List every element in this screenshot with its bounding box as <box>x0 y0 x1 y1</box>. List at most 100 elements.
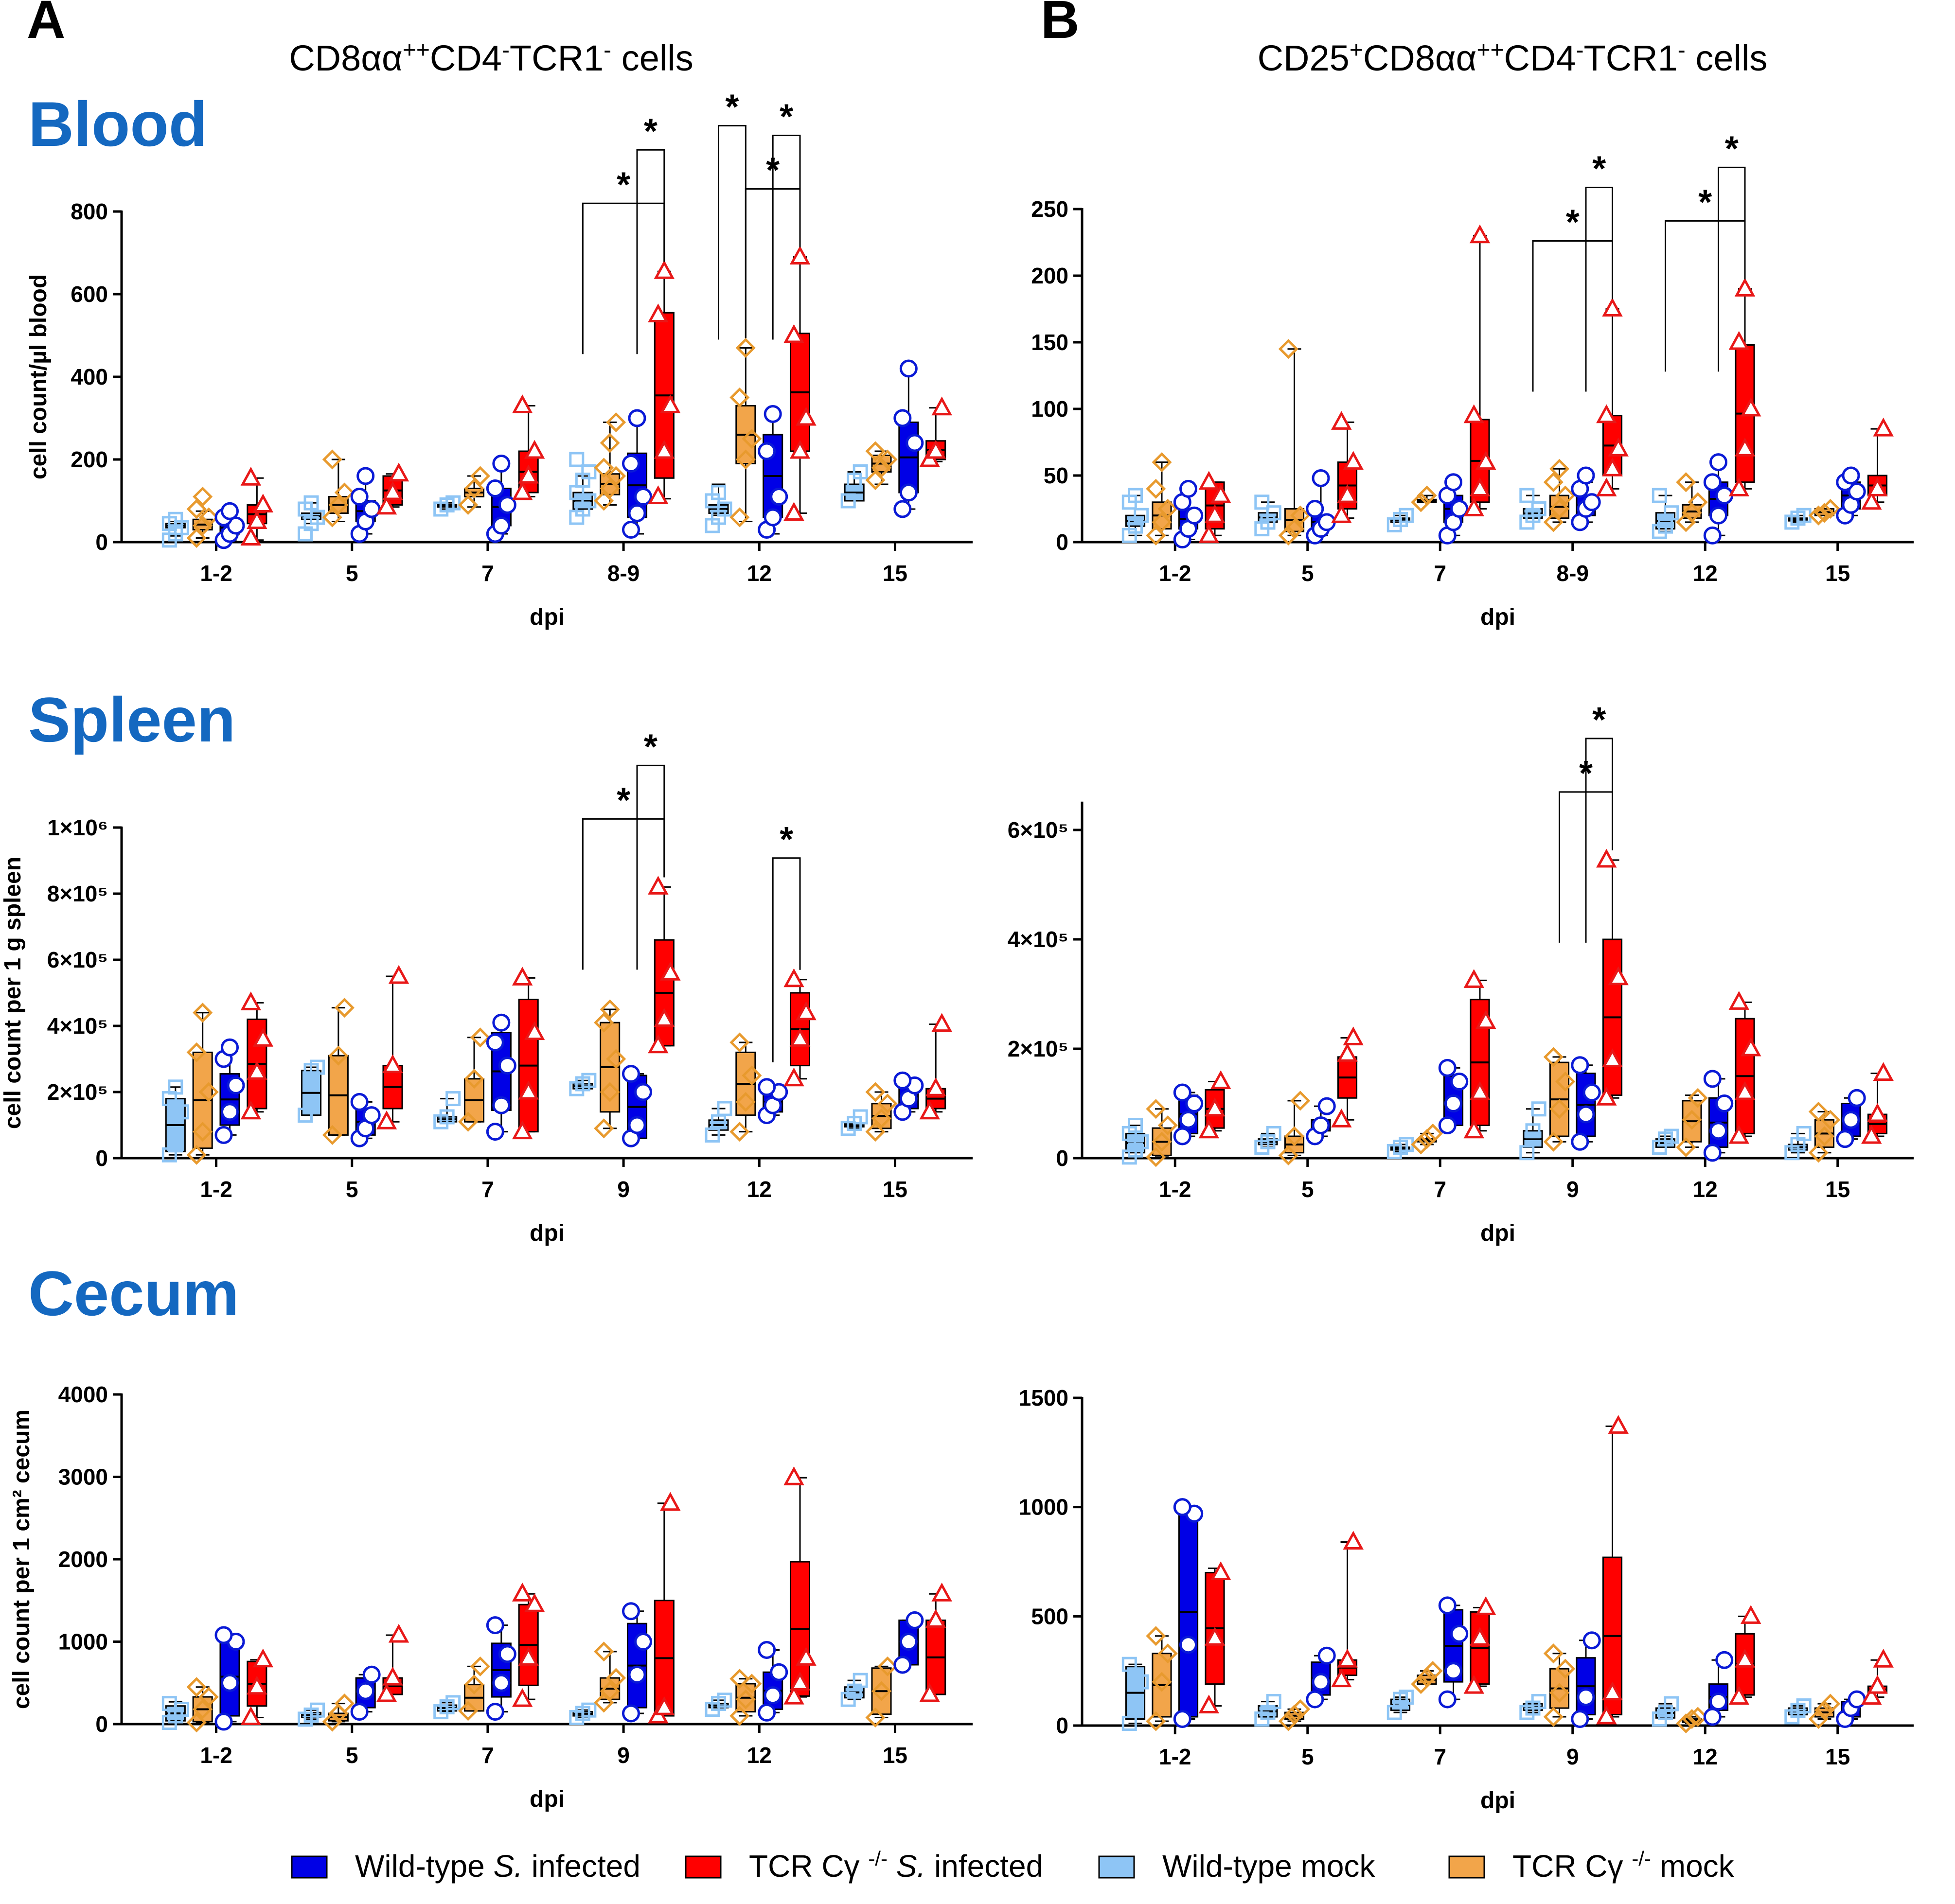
data-point <box>1519 1145 1535 1161</box>
data-point <box>654 1008 675 1027</box>
data-point <box>654 1696 675 1715</box>
data-point <box>871 1681 892 1701</box>
x-tick-label: 7 <box>1434 1177 1446 1202</box>
box-wt_mock <box>1519 488 1546 530</box>
box-ko_infected <box>1198 1561 1231 1714</box>
box-wt_infected <box>1703 453 1734 545</box>
data-point <box>1549 1683 1570 1703</box>
data-point <box>1740 1037 1761 1057</box>
data-point <box>758 1703 776 1722</box>
box-wt_infected <box>1438 473 1469 545</box>
data-point <box>735 337 756 358</box>
y-tick-label: 0 <box>1056 1713 1068 1738</box>
data-point <box>1278 525 1298 546</box>
data-point <box>931 396 952 416</box>
data-point <box>1596 848 1617 868</box>
data-point <box>758 1640 776 1659</box>
box-ko_mock <box>865 1656 898 1728</box>
significance-star: * <box>617 165 630 204</box>
box-wt_infected <box>1438 1058 1469 1134</box>
box-ko_infected <box>1198 1070 1231 1139</box>
data-point <box>1266 1126 1281 1141</box>
box-wt_infected <box>486 1616 516 1721</box>
box-ko_mock <box>1543 1643 1576 1727</box>
data-point <box>1602 1048 1623 1067</box>
box-ko_infected <box>1331 1026 1364 1128</box>
data-point <box>1873 1649 1894 1668</box>
significance-star: * <box>1592 701 1606 740</box>
box-wt_infected <box>214 1038 245 1144</box>
data-point <box>524 1593 545 1612</box>
box-wt_infected <box>214 1626 245 1731</box>
y-axis-label: cell count per 1 cm² cecum <box>9 1410 35 1709</box>
data-point <box>1608 438 1629 457</box>
box-wt_infected <box>350 467 381 543</box>
data-point <box>1531 1101 1546 1117</box>
data-point <box>1152 512 1172 532</box>
data-point <box>1543 1643 1564 1664</box>
x-tick-label: 5 <box>346 561 358 586</box>
data-point <box>1450 500 1469 518</box>
data-point <box>186 499 207 519</box>
y-tick-label: 2000 <box>58 1547 108 1572</box>
data-point <box>492 1013 511 1032</box>
x-axis-label: dpi <box>530 1786 565 1812</box>
data-point <box>634 1633 653 1651</box>
data-point <box>600 478 620 499</box>
data-point <box>1848 1089 1866 1107</box>
significance-bracket: * <box>772 98 801 340</box>
box-wt_mock <box>705 1101 732 1143</box>
data-point <box>853 464 868 479</box>
legend-label: Wild-type S. infected <box>355 1849 640 1884</box>
data-point <box>1337 1649 1358 1668</box>
data-point <box>240 527 262 546</box>
data-point <box>899 483 918 502</box>
data-point <box>362 1665 381 1684</box>
data-point <box>1577 1688 1595 1707</box>
data-point <box>1596 477 1617 496</box>
data-point <box>1290 1699 1311 1719</box>
data-point <box>492 455 511 473</box>
box-wt_infected <box>1571 1631 1601 1728</box>
box-ko_mock <box>594 412 626 511</box>
x-tick-label: 7 <box>1434 1744 1446 1769</box>
x-tick-label: 5 <box>346 1743 358 1768</box>
bracket-line <box>636 149 665 354</box>
box-wt_mock <box>1254 1694 1281 1727</box>
data-point <box>729 387 750 408</box>
data-point <box>310 1059 325 1075</box>
data-point <box>193 486 213 507</box>
data-point <box>1596 1705 1617 1725</box>
box-ko_infected <box>1463 224 1496 516</box>
data-point <box>1290 505 1311 526</box>
data-point <box>322 507 342 528</box>
x-tick-label: 12 <box>1693 1177 1718 1202</box>
data-point <box>512 394 533 413</box>
data-point <box>376 1683 397 1702</box>
data-point <box>594 491 614 511</box>
data-point <box>328 1045 349 1066</box>
y-tick-label: 4×10⁵ <box>1008 927 1068 952</box>
data-point <box>606 1049 626 1069</box>
box-wt_infected <box>1173 1083 1204 1146</box>
data-point <box>906 434 924 452</box>
data-point <box>1331 1668 1352 1688</box>
data-point <box>1848 482 1866 501</box>
data-point <box>1399 508 1414 523</box>
data-point <box>1531 1694 1546 1710</box>
box-wt_mock <box>1386 1690 1414 1720</box>
data-point <box>764 508 782 527</box>
data-point <box>186 1677 207 1697</box>
box-wt_infected <box>758 1078 788 1125</box>
legend-swatch <box>1098 1855 1135 1879</box>
data-point <box>252 494 274 512</box>
data-point <box>486 1616 504 1635</box>
data-point <box>186 1145 207 1165</box>
y-tick-label: 400 <box>71 364 108 389</box>
data-point <box>742 428 762 449</box>
x-tick-label: 15 <box>1825 1744 1850 1769</box>
data-point <box>388 965 409 984</box>
data-point <box>252 1648 274 1668</box>
data-point <box>1808 505 1829 526</box>
data-point <box>1475 1596 1496 1615</box>
